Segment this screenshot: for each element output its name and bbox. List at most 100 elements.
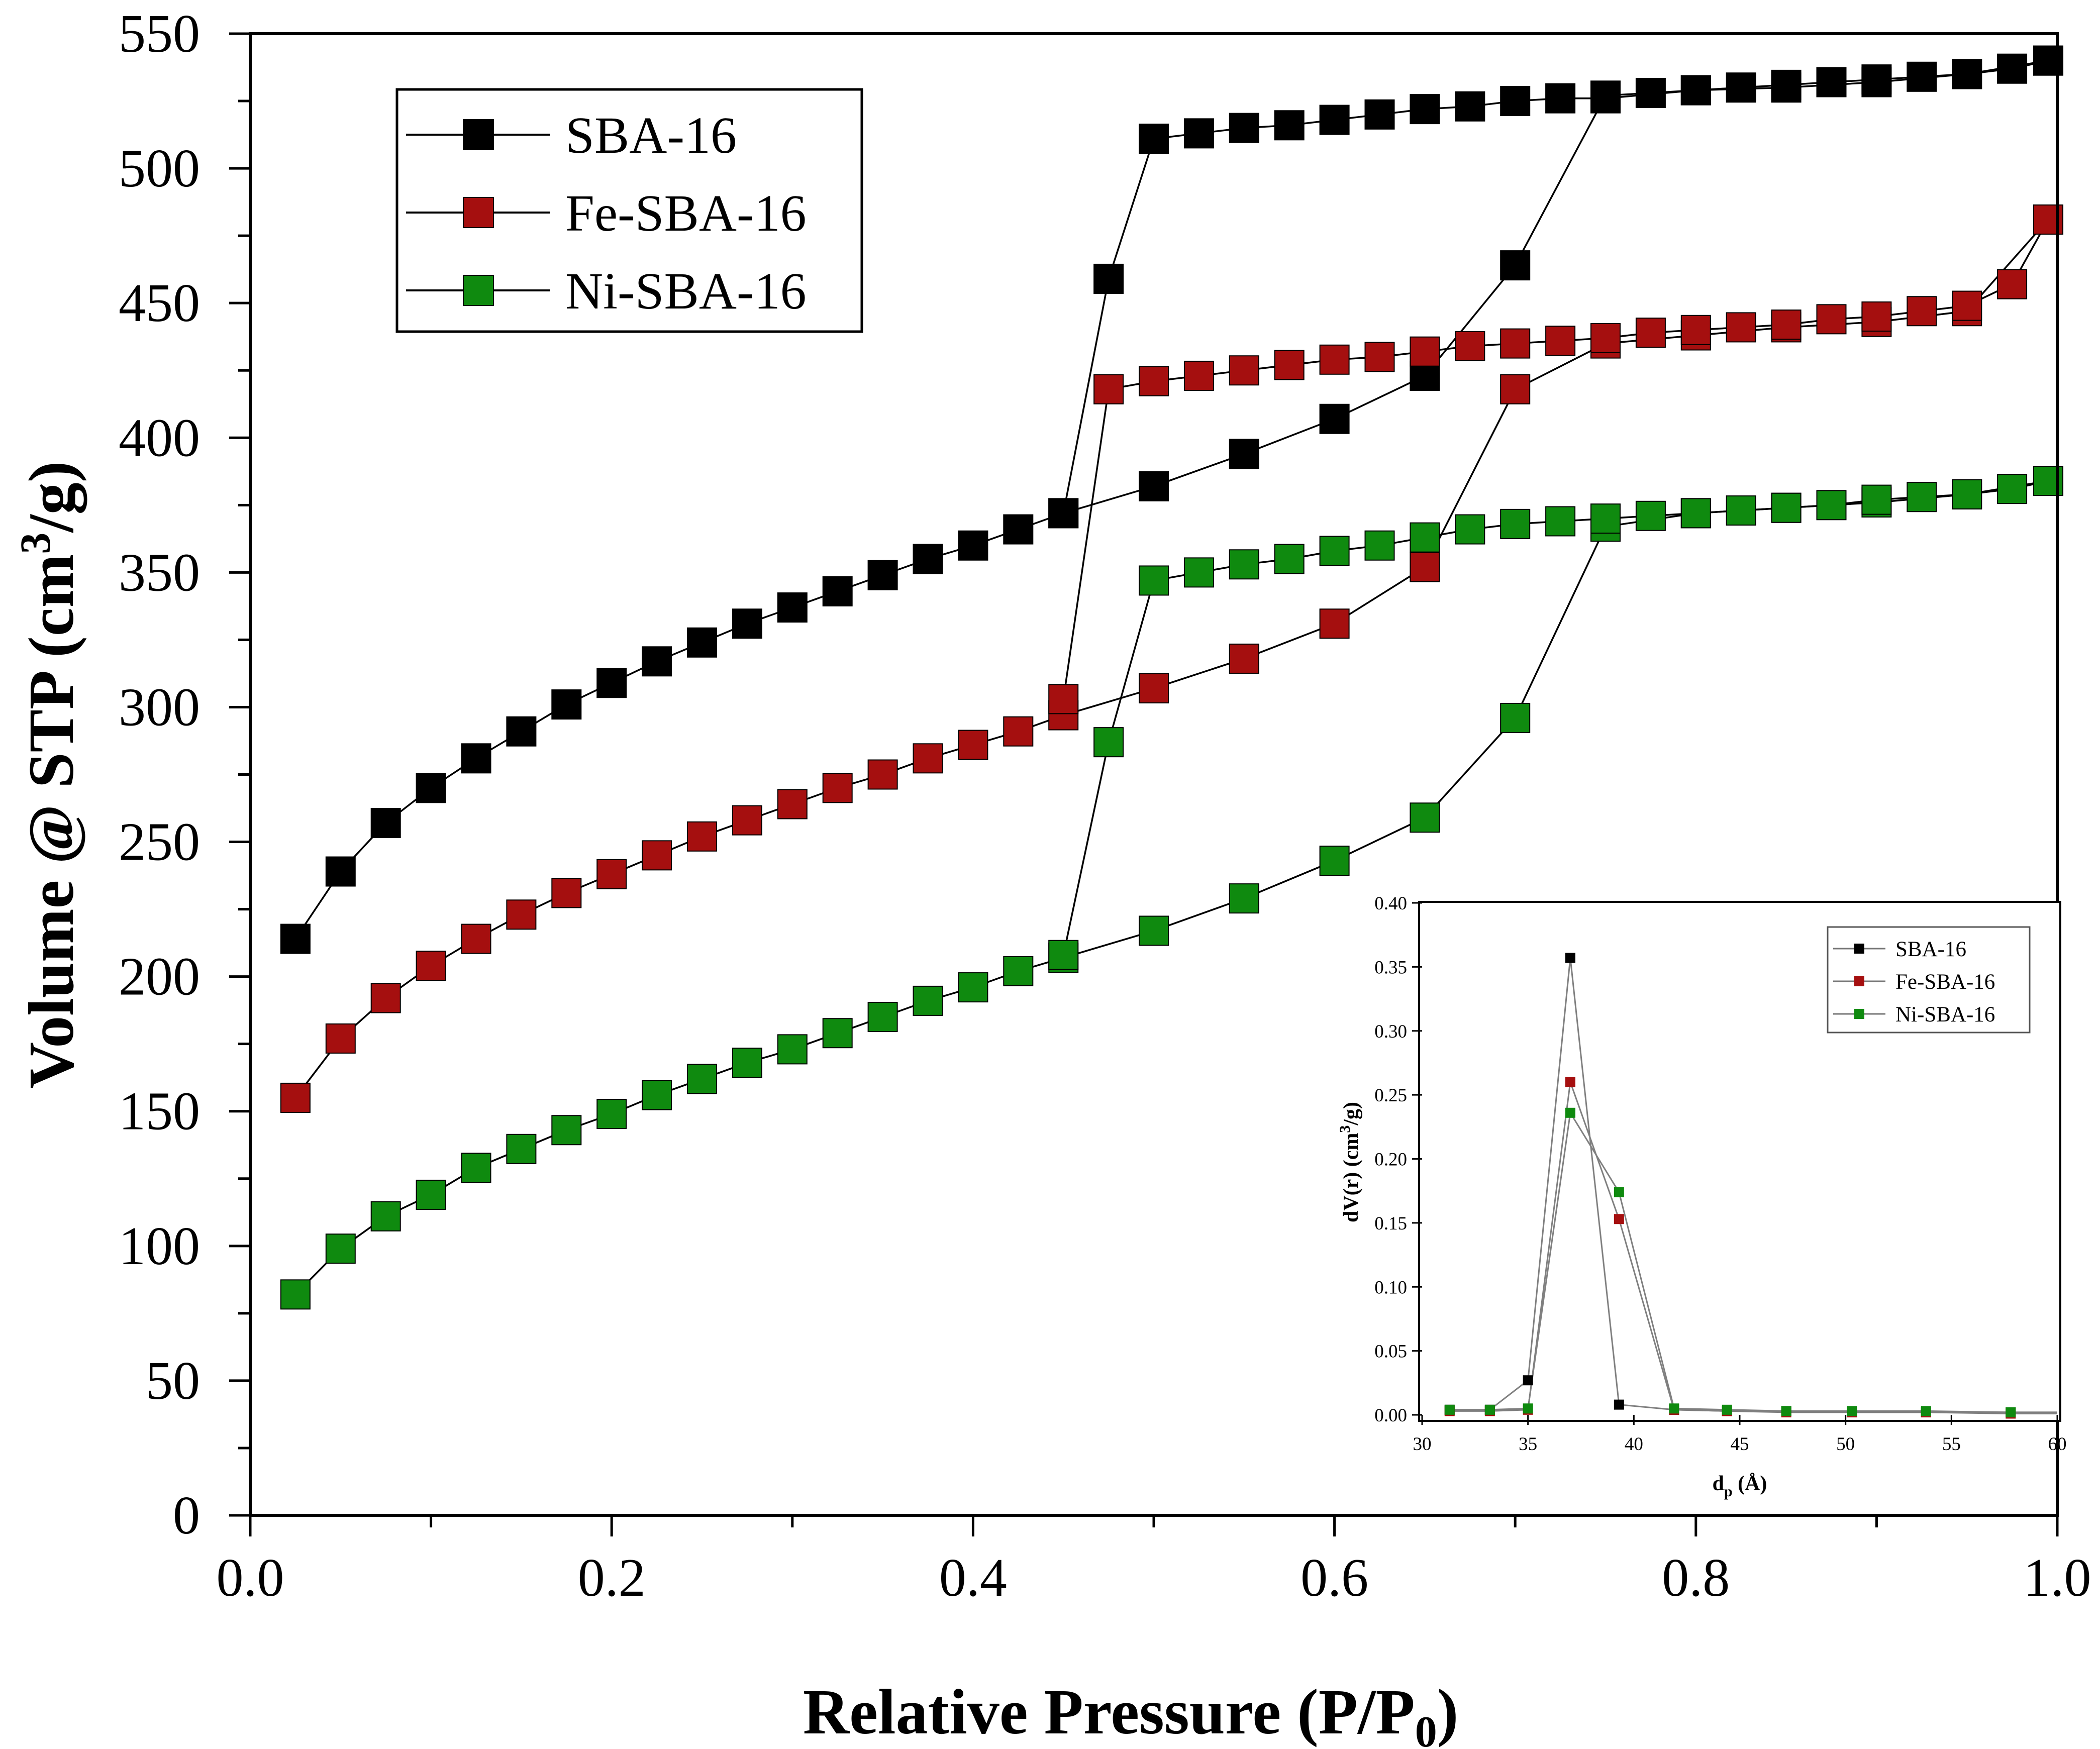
inset-ni-sba-16-point: [2006, 1407, 2016, 1417]
fe-sba-16-desorption-point: [1093, 374, 1124, 404]
sba-16-desorption-point: [1048, 498, 1079, 529]
fe-sba-16-adsorption-point: [461, 923, 491, 954]
inset-ni-sba-16-legend-label: Ni-SBA-16: [1895, 1003, 1995, 1026]
sba-16-adsorption-point: [1139, 471, 1169, 501]
sba-16-desorption-point: [1274, 110, 1305, 141]
ni-sba-16-desorption-point: [1635, 500, 1666, 531]
inset-y-tick-label: 0.35: [1374, 957, 1407, 978]
main-y-tick-label: 400: [119, 408, 200, 468]
sba-16-desorption-point: [1500, 86, 1531, 117]
main-chart: 0.0 0.2 0.4 0.6 0.8 1.0 050100150200250300350…: [11, 4, 2091, 1749]
fe-sba-16-desorption-point: [1274, 350, 1305, 380]
ni-sba-16-desorption-point: [1771, 492, 1802, 523]
sba-16-adsorption-point: [1997, 53, 2028, 84]
sba-16-adsorption-point: [325, 856, 356, 887]
ni-sba-16-legend-marker: [463, 275, 494, 306]
fe-sba-16-adsorption-point: [551, 878, 582, 908]
sba-16-desorption-point: [1410, 94, 1440, 125]
ni-sba-16-adsorption-point: [596, 1099, 627, 1129]
ni-sba-16-desorption-point: [1093, 727, 1124, 758]
main-y-tick-label: 450: [119, 273, 200, 333]
inset-ni-sba-16-point: [1847, 1406, 1857, 1416]
ni-sba-16-desorption-point: [1455, 514, 1485, 545]
fe-sba-16-adsorption-point: [506, 899, 537, 930]
main-y-tick-label: 500: [119, 139, 200, 198]
sba-16-desorption-point: [1364, 99, 1395, 130]
ni-sba-16-adsorption-point: [822, 1018, 853, 1049]
fe-sba-16-desorption-point: [1139, 366, 1169, 396]
sba-16-legend-marker: [463, 119, 494, 150]
main-x-tick-label: 0.4: [939, 1548, 1007, 1608]
sba-16-desorption-point: [1319, 105, 1350, 135]
inset-ni-sba-16-point: [1484, 1404, 1495, 1415]
main-x-tick-label: 1.0: [2024, 1548, 2091, 1608]
fe-sba-16-adsorption-point: [416, 951, 446, 981]
fe-sba-16-adsorption-point: [1500, 374, 1531, 404]
sba-16-adsorption-point: [642, 646, 672, 677]
ni-sba-16-desorption-point: [1319, 536, 1350, 566]
fe-sba-16-adsorption-point: [913, 743, 943, 774]
inset-ni-sba-16-point: [1781, 1406, 1791, 1416]
sba-16-adsorption-point: [416, 773, 446, 803]
inset-y-axis-ticks: 0.00 0.05 0.10 0.15 0.20 0.25 0.30 0.35 0.40: [1374, 893, 1422, 1426]
ni-sba-16-desorption-point: [1816, 490, 1847, 521]
sba-16-adsorption-point: [1003, 514, 1034, 545]
ni-sba-16-adsorption-point: [416, 1179, 446, 1210]
inset-sba-16-point: [1614, 1399, 1624, 1410]
fe-sba-16-desorption-point: [1048, 684, 1079, 714]
ni-sba-16-adsorption-point: [732, 1048, 762, 1078]
ni-sba-16-adsorption-point: [777, 1034, 808, 1065]
main-y-tick-label: 150: [119, 1082, 200, 1142]
ni-sba-16-adsorption-point: [280, 1279, 311, 1310]
ni-sba-16-adsorption-point: [687, 1064, 717, 1094]
sba-16-adsorption-point: [732, 608, 762, 639]
fe-sba-16-adsorption-point: [1003, 716, 1034, 747]
fe-sba-16-adsorption-point: [280, 1082, 311, 1113]
ni-sba-16-desorption-point: [1726, 495, 1756, 526]
ni-sba-16-adsorption-point: [1319, 846, 1350, 876]
sba-16-desorption-point: [1093, 263, 1124, 294]
main-y-tick-label: 50: [146, 1351, 200, 1411]
sba-16-adsorption-point: [596, 668, 627, 698]
sba-16-desorption-point: [1545, 83, 1576, 114]
inset-legend: SBA-16 Fe-SBA-16 Ni-SBA-16: [1827, 926, 2031, 1034]
inset-ni-sba-16-point: [1444, 1404, 1455, 1415]
sba-16-adsorption-point: [551, 689, 582, 720]
sba-16-adsorption-point: [913, 544, 943, 574]
inset-x-tick-label: 45: [1731, 1434, 1749, 1455]
ni-sba-16-desorption-point: [1048, 940, 1079, 970]
fe-sba-16-desorption-point: [1500, 328, 1531, 359]
inset-x-tick-label: 40: [1625, 1434, 1643, 1455]
sba-16-adsorption-point: [822, 576, 853, 606]
ni-sba-16-desorption-point: [1410, 522, 1440, 553]
fe-sba-16-legend-label: Fe-SBA-16: [565, 184, 807, 242]
sba-16-adsorption-point: [1907, 61, 1937, 92]
fe-sba-16-desorption-point: [1545, 326, 1576, 356]
inset-y-tick-label: 0.40: [1374, 893, 1407, 914]
fe-sba-16-adsorption-point: [867, 759, 898, 790]
inset-fe-sba-16-legend-marker: [1854, 976, 1864, 986]
inset-ni-sba-16-line: [1449, 1110, 2057, 1413]
fe-sba-16-adsorption-point: [822, 773, 853, 803]
main-y-tick-label: 550: [119, 4, 200, 64]
fe-sba-16-adsorption-point: [687, 821, 717, 852]
main-y-tick-label: 100: [119, 1216, 200, 1276]
inset-chart: 30 35 40 45 50 55 60 0.000.050.100.150.200.250…: [1337, 893, 2067, 1500]
fe-sba-16-adsorption-point: [370, 983, 401, 1013]
main-x-axis-title: Relative Pressure (P/P0): [803, 1676, 1459, 1749]
main-y-axis-title: Volume @ STP (cm3/g): [11, 461, 87, 1089]
sba-16-adsorption-point: [1319, 403, 1350, 434]
fe-sba-16-adsorption-point: [596, 859, 627, 889]
main-x-tick-label: 0.8: [1662, 1548, 1730, 1608]
fe-sba-16-adsorption-point: [1410, 552, 1440, 582]
inset-x-tick-label: 50: [1836, 1434, 1855, 1455]
fe-sba-16-adsorption-point: [958, 730, 988, 760]
main-series-markers: [280, 45, 2064, 1310]
ni-sba-16-adsorption-point: [1003, 956, 1034, 986]
sba-16-adsorption-point: [867, 560, 898, 590]
fe-sba-16-desorption-point: [1861, 301, 1892, 332]
sba-16-desorption-point: [1861, 67, 1892, 97]
ni-sba-16-adsorption-point: [1139, 915, 1169, 946]
inset-ni-sba-16-point: [1523, 1403, 1533, 1414]
